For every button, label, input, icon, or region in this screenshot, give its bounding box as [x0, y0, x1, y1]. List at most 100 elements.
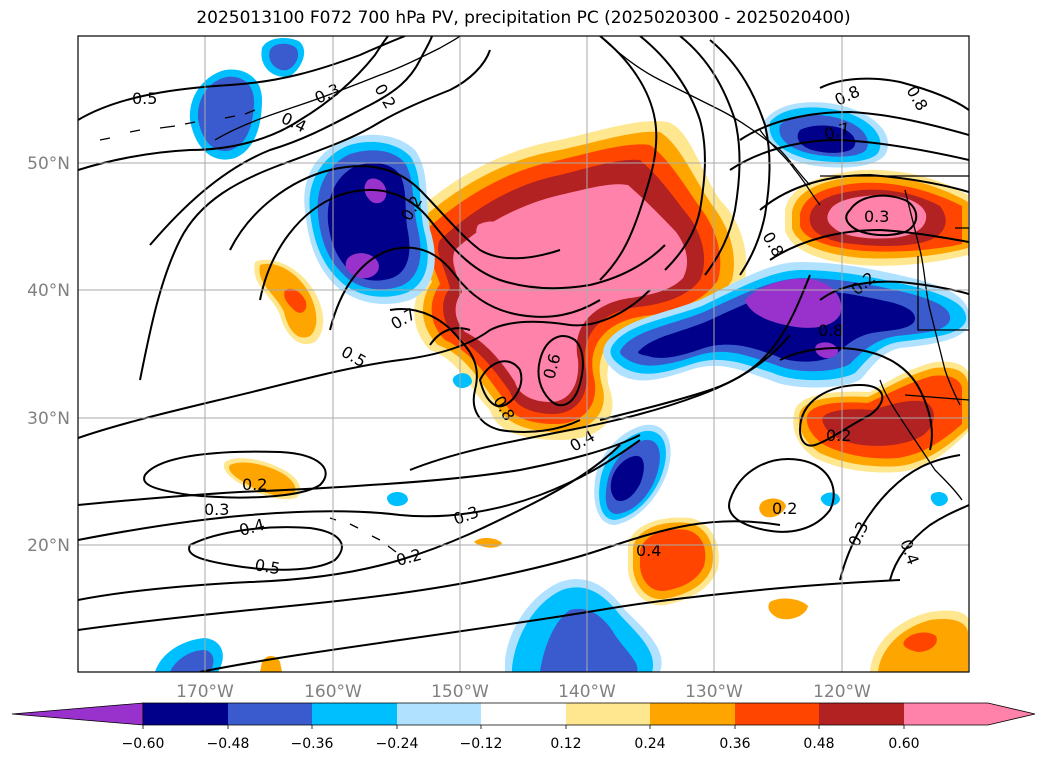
- pv-contour-4: [139, 49, 491, 381]
- gridlines: [78, 36, 969, 672]
- pv-contour-33: [759, 173, 969, 211]
- pv-contour-31: [739, 110, 969, 141]
- precip-positive-se-bottom-036: [903, 632, 937, 652]
- pv-contour-22: [78, 444, 621, 601]
- contour-label: 0.4: [636, 541, 661, 560]
- aleutian-1: [99, 121, 196, 141]
- colorbar-tick-label: 0.48: [803, 736, 834, 752]
- pv-contour-34: [769, 228, 969, 261]
- figure-title: 2025013100 F072 700 hPa PV, precipitatio…: [196, 8, 851, 28]
- precip-negative-coast-060: [745, 278, 842, 328]
- precip-negative-coast-048: [638, 290, 915, 362]
- pv-contour-10: [478, 360, 523, 408]
- pv-contour-15: [709, 39, 771, 276]
- precip-negative-far-nw-036: [197, 76, 255, 151]
- alaska-south-coast: [599, 36, 811, 186]
- pv-contour-28: [839, 454, 961, 581]
- pv-contour-20: [188, 526, 343, 571]
- pv-contour-30: [819, 77, 969, 111]
- pv-contour-26: [798, 383, 884, 447]
- pv-contour-1: [78, 36, 406, 121]
- colorbar-tick-label: −0.24: [376, 736, 419, 752]
- colorbar-swatch: [735, 703, 819, 725]
- pv-contour-25: [779, 347, 933, 451]
- pv-contours: [78, 36, 969, 672]
- baja-coast: [879, 379, 963, 501]
- pv-contour-37: [429, 327, 471, 346]
- lat-label-50n: 50°N: [27, 154, 70, 174]
- us-west-coast: [904, 189, 961, 406]
- colorbar-swatch: [566, 703, 650, 725]
- latitude-labels: 50°N 40°N 30°N 20°N: [27, 154, 70, 556]
- colorbar-swatch: [312, 703, 397, 725]
- colorbar-ticks: [142, 725, 905, 729]
- precip-negative-ne-048: [797, 125, 856, 153]
- lon-label-140w: 140°W: [558, 682, 616, 702]
- pv-contour-9: [389, 308, 581, 433]
- coastlines: [99, 36, 969, 553]
- pv-contour-5: [78, 289, 651, 439]
- colorbar-tick-label: −0.36: [291, 736, 334, 752]
- contour-label: 0.3: [864, 207, 889, 226]
- pv-contour-12: [599, 36, 658, 281]
- precip-speck-6: [452, 373, 472, 389]
- colorbar-tick-label: 0.60: [888, 736, 919, 752]
- precip-speck-2: [768, 598, 808, 620]
- precip-positive-sw-024: [229, 462, 296, 496]
- state-border-1: [917, 256, 969, 331]
- precip-positive-w-036: [284, 288, 307, 313]
- precip-positive-se-048: [822, 400, 934, 446]
- pv-contour-11: [537, 335, 584, 407]
- precip-speck-7: [820, 492, 840, 507]
- contour-label: 0.3: [204, 500, 229, 519]
- contour-label: 0.2: [242, 475, 267, 494]
- alaska-peninsula-coast: [214, 36, 461, 141]
- contour-label: 0.2: [826, 426, 851, 445]
- precip-negative-mid-048: [610, 455, 644, 502]
- lat-label-30n: 30°N: [27, 409, 70, 429]
- colorbar-outline: [142, 702, 1036, 726]
- contour-label: 0.8: [818, 321, 843, 340]
- colorbar-tick-label: −0.12: [460, 736, 503, 752]
- colorbar-extend-high: [904, 703, 1035, 725]
- colorbar-swatch: [397, 703, 481, 725]
- colorbar-tick-label: 0.36: [719, 736, 750, 752]
- mexico-border: [904, 394, 969, 401]
- pv-contour-24: [199, 579, 901, 672]
- colorbar-tick-label: 0.24: [634, 736, 665, 752]
- pv-contour-2: [78, 36, 389, 171]
- lat-label-20n: 20°N: [27, 536, 70, 556]
- lon-label-160w: 160°W: [304, 682, 362, 702]
- pv-contour-32: [729, 138, 969, 171]
- precip-speck-5: [387, 492, 408, 507]
- pv-contour-36: [845, 194, 918, 237]
- lon-label-130w: 130°W: [685, 682, 743, 702]
- colorbar-swatch: [143, 703, 228, 725]
- precip-speck-3: [759, 498, 786, 518]
- contour-label: 0.5: [132, 89, 157, 108]
- precip-speck-8: [930, 492, 948, 507]
- lon-label-170w: 170°W: [176, 682, 234, 702]
- map-content: 0.5 0.3 0.2 0.4 0.2 0.7 0.5 0.8 0.6 0.4 …: [78, 36, 969, 672]
- pv-contour-8: [329, 246, 601, 331]
- precip-negative-south-036: [540, 608, 638, 672]
- state-border-2: [955, 227, 969, 256]
- colorbar-tick-labels: −0.60 −0.48 −0.36 −0.24 −0.12 0.12 0.24 …: [122, 736, 920, 752]
- contour-label: 0.2: [772, 499, 797, 518]
- lat-label-40n: 40°N: [27, 281, 70, 301]
- pv-contour-19: [78, 439, 641, 541]
- pv-contour-6: [229, 165, 561, 260]
- aleutian-2: [224, 109, 256, 119]
- pv-contour-13: [639, 36, 706, 271]
- precip-negative-sw-bottom-036: [170, 650, 214, 672]
- colorbar-tick-label: −0.48: [207, 736, 250, 752]
- pv-contour-27: [728, 458, 835, 533]
- pv-contour-14: [679, 36, 741, 276]
- precip-negative-north-036: [269, 43, 299, 71]
- map-frame: [77, 35, 970, 673]
- colorbar-extend-low: [11, 702, 144, 726]
- pv-contour-29: [889, 504, 969, 581]
- colorbar-swatch: [481, 703, 566, 725]
- pv-contour-21: [143, 450, 327, 499]
